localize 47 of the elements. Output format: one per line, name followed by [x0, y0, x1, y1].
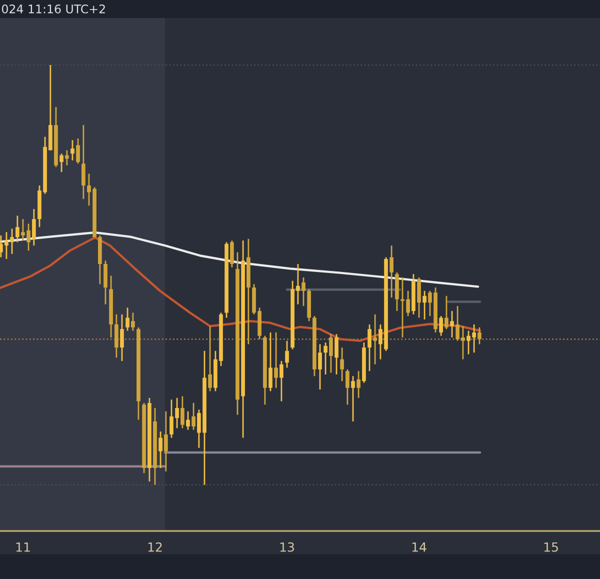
candlestick — [16, 215, 20, 243]
candlestick — [274, 332, 278, 389]
candlestick — [131, 312, 135, 332]
candlestick — [356, 370, 360, 399]
candlestick — [390, 244, 394, 298]
candlestick — [285, 340, 289, 368]
candlestick — [82, 124, 86, 200]
candlestick — [70, 139, 74, 162]
candlestick — [32, 208, 36, 246]
candlestick — [120, 314, 124, 362]
candlestick — [422, 290, 426, 320]
candlestick — [180, 396, 184, 429]
candlestick — [186, 410, 190, 431]
candlestick — [164, 410, 168, 472]
candlestick — [368, 324, 372, 372]
candlestick — [346, 368, 350, 406]
x-tick-label: 11 — [16, 542, 30, 552]
x-tick-label: 12 — [148, 542, 162, 552]
candlestick — [60, 152, 64, 173]
candlestick — [208, 325, 212, 392]
candlestick — [302, 276, 306, 307]
candlestick — [268, 332, 272, 392]
candlestick — [126, 306, 130, 332]
candlestick — [76, 138, 80, 164]
candlestick — [114, 314, 118, 358]
candlestick — [439, 315, 443, 336]
candlestick — [373, 314, 377, 366]
candlestick — [318, 343, 322, 390]
candlestick — [351, 375, 355, 422]
candlestick — [334, 333, 338, 376]
candlestick — [478, 326, 482, 345]
candlestick — [324, 342, 328, 376]
candlestick — [65, 150, 69, 166]
x-tick-label: 15 — [544, 542, 558, 552]
candlestick — [450, 310, 454, 338]
candlestick — [444, 295, 448, 330]
x-tick-label: 13 — [280, 542, 294, 552]
candlestick — [417, 276, 421, 318]
x-tick-label: 14 — [412, 542, 426, 552]
text: 024 11:16 UTC+2 — [2, 4, 105, 14]
candlestick — [329, 333, 333, 374]
candlestick — [192, 402, 196, 431]
candlestick — [340, 346, 344, 382]
candlestick — [158, 430, 162, 469]
candlestick — [230, 240, 234, 268]
candlestick — [280, 360, 284, 402]
candlestick — [104, 260, 108, 305]
